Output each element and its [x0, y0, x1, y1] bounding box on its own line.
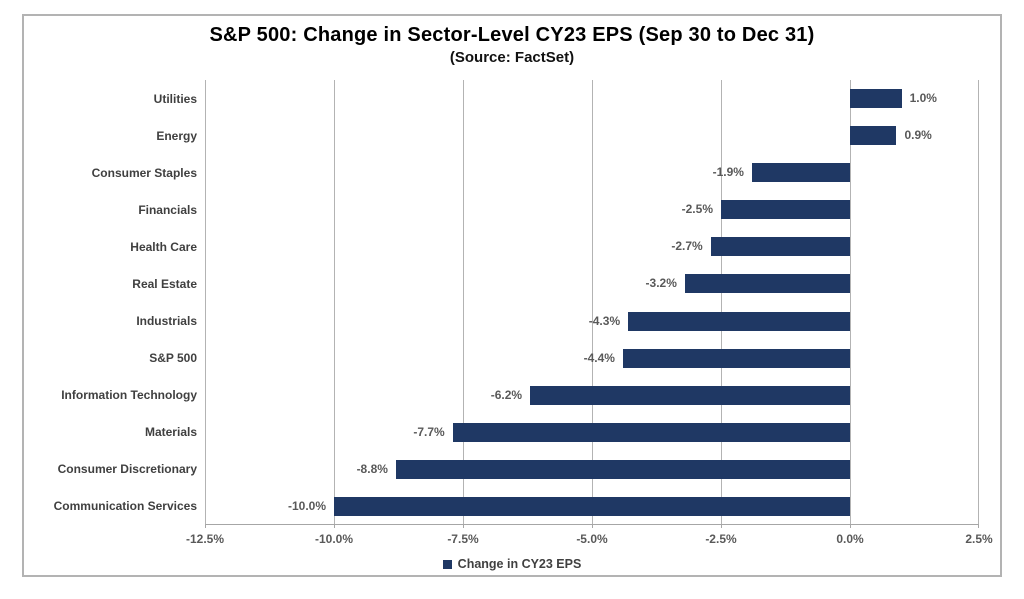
category-label-energy: Energy	[156, 128, 197, 143]
bar-s-p-500	[622, 348, 850, 368]
x-tick-label-2-5: 2.5%	[965, 532, 993, 546]
category-label-industrials: Industrials	[136, 314, 197, 329]
legend-label: Change in CY23 EPS	[457, 557, 582, 571]
x-tick-label-12-5: -12.5%	[185, 532, 225, 546]
category-label-consumer-discretionary: Consumer Discretionary	[57, 462, 197, 477]
gridline-12-5	[205, 80, 206, 524]
gridline-5-0	[592, 80, 593, 524]
gridline-7-5	[463, 80, 464, 524]
bar-materials	[452, 422, 850, 442]
y-axis-category-labels: Utilities Energy Consumer Staples Financial…	[24, 80, 197, 525]
value-label-energy: 0.9%	[904, 128, 932, 143]
category-label-s-p-500: S&P 500	[149, 351, 197, 366]
x-axis-tick	[334, 524, 335, 528]
x-axis-tick	[978, 524, 979, 528]
chart-title: S&P 500: Change in Sector-Level CY23 EPS…	[209, 24, 815, 46]
x-tick-label-2-5: -2.5%	[705, 532, 737, 546]
x-axis-tick	[205, 524, 206, 528]
plot-area: 1.0% 0.9% -1.9% -2.5% -2.7% -3.2% -4.3% -4.4% -6…	[205, 80, 979, 528]
x-tick-label-10-0: -10.0%	[314, 532, 354, 546]
x-tick-label-5-0: -5.0%	[576, 532, 608, 546]
x-axis-tick-labels: -12.5% -10.0% -7.5% -5.0% -2.5% 0.0% 2.5%	[186, 532, 993, 548]
bar-health-care	[710, 237, 850, 257]
value-label-industrials: -4.3%	[588, 313, 621, 328]
value-label-communication-services: -10.0%	[287, 498, 326, 513]
category-label-information-technology: Information Technology	[61, 388, 197, 403]
legend: Change in CY23 EPS	[24, 555, 1000, 573]
bar-energy	[850, 126, 897, 146]
value-label-consumer-discretionary: -8.8%	[356, 461, 388, 476]
category-label-health-care: Health Care	[130, 239, 197, 254]
x-axis-tick	[463, 524, 464, 528]
value-label-information-technology: -6.2%	[490, 387, 523, 402]
value-label-health-care: -2.7%	[671, 239, 703, 254]
gridline-2-5	[978, 80, 979, 524]
bar-financials	[721, 200, 850, 220]
bar-utilities	[850, 89, 902, 109]
bar-information-technology	[530, 385, 850, 405]
value-label-consumer-staples: -1.9%	[712, 165, 744, 180]
chart-subtitle: (Source: FactSet)	[449, 49, 575, 66]
x-tick-label-0-0: 0.0%	[836, 532, 864, 546]
bar-consumer-discretionary	[395, 459, 850, 479]
x-axis-tick	[721, 524, 722, 528]
category-label-consumer-staples: Consumer Staples	[91, 165, 197, 180]
bar-consumer-staples	[751, 163, 850, 183]
value-label-s-p-500: -4.4%	[583, 350, 615, 365]
gridline-10-0	[334, 80, 335, 524]
x-axis-tick	[592, 524, 593, 528]
value-label-utilities: 1.0%	[909, 91, 937, 106]
value-label-materials: -7.7%	[413, 424, 445, 439]
bar-industrials	[628, 311, 850, 331]
category-label-real-estate: Real Estate	[132, 276, 197, 291]
chart-frame: S&P 500: Change in Sector-Level CY23 EPS…	[22, 14, 1002, 577]
value-label-real-estate: -3.2%	[645, 276, 677, 291]
x-tick-label-7-5: -7.5%	[447, 532, 479, 546]
gridline-0-0	[850, 80, 851, 524]
value-label-financials: -2.5%	[681, 202, 713, 217]
gridline-2-5	[721, 80, 722, 524]
legend-marker-icon	[442, 559, 452, 569]
category-label-financials: Financials	[138, 202, 197, 217]
category-label-communication-services: Communication Services	[53, 499, 197, 514]
bar-communication-services	[334, 496, 850, 516]
category-label-utilities: Utilities	[153, 91, 197, 106]
category-label-materials: Materials	[144, 425, 197, 440]
bar-real-estate	[684, 274, 850, 294]
x-axis-tick	[850, 524, 851, 528]
